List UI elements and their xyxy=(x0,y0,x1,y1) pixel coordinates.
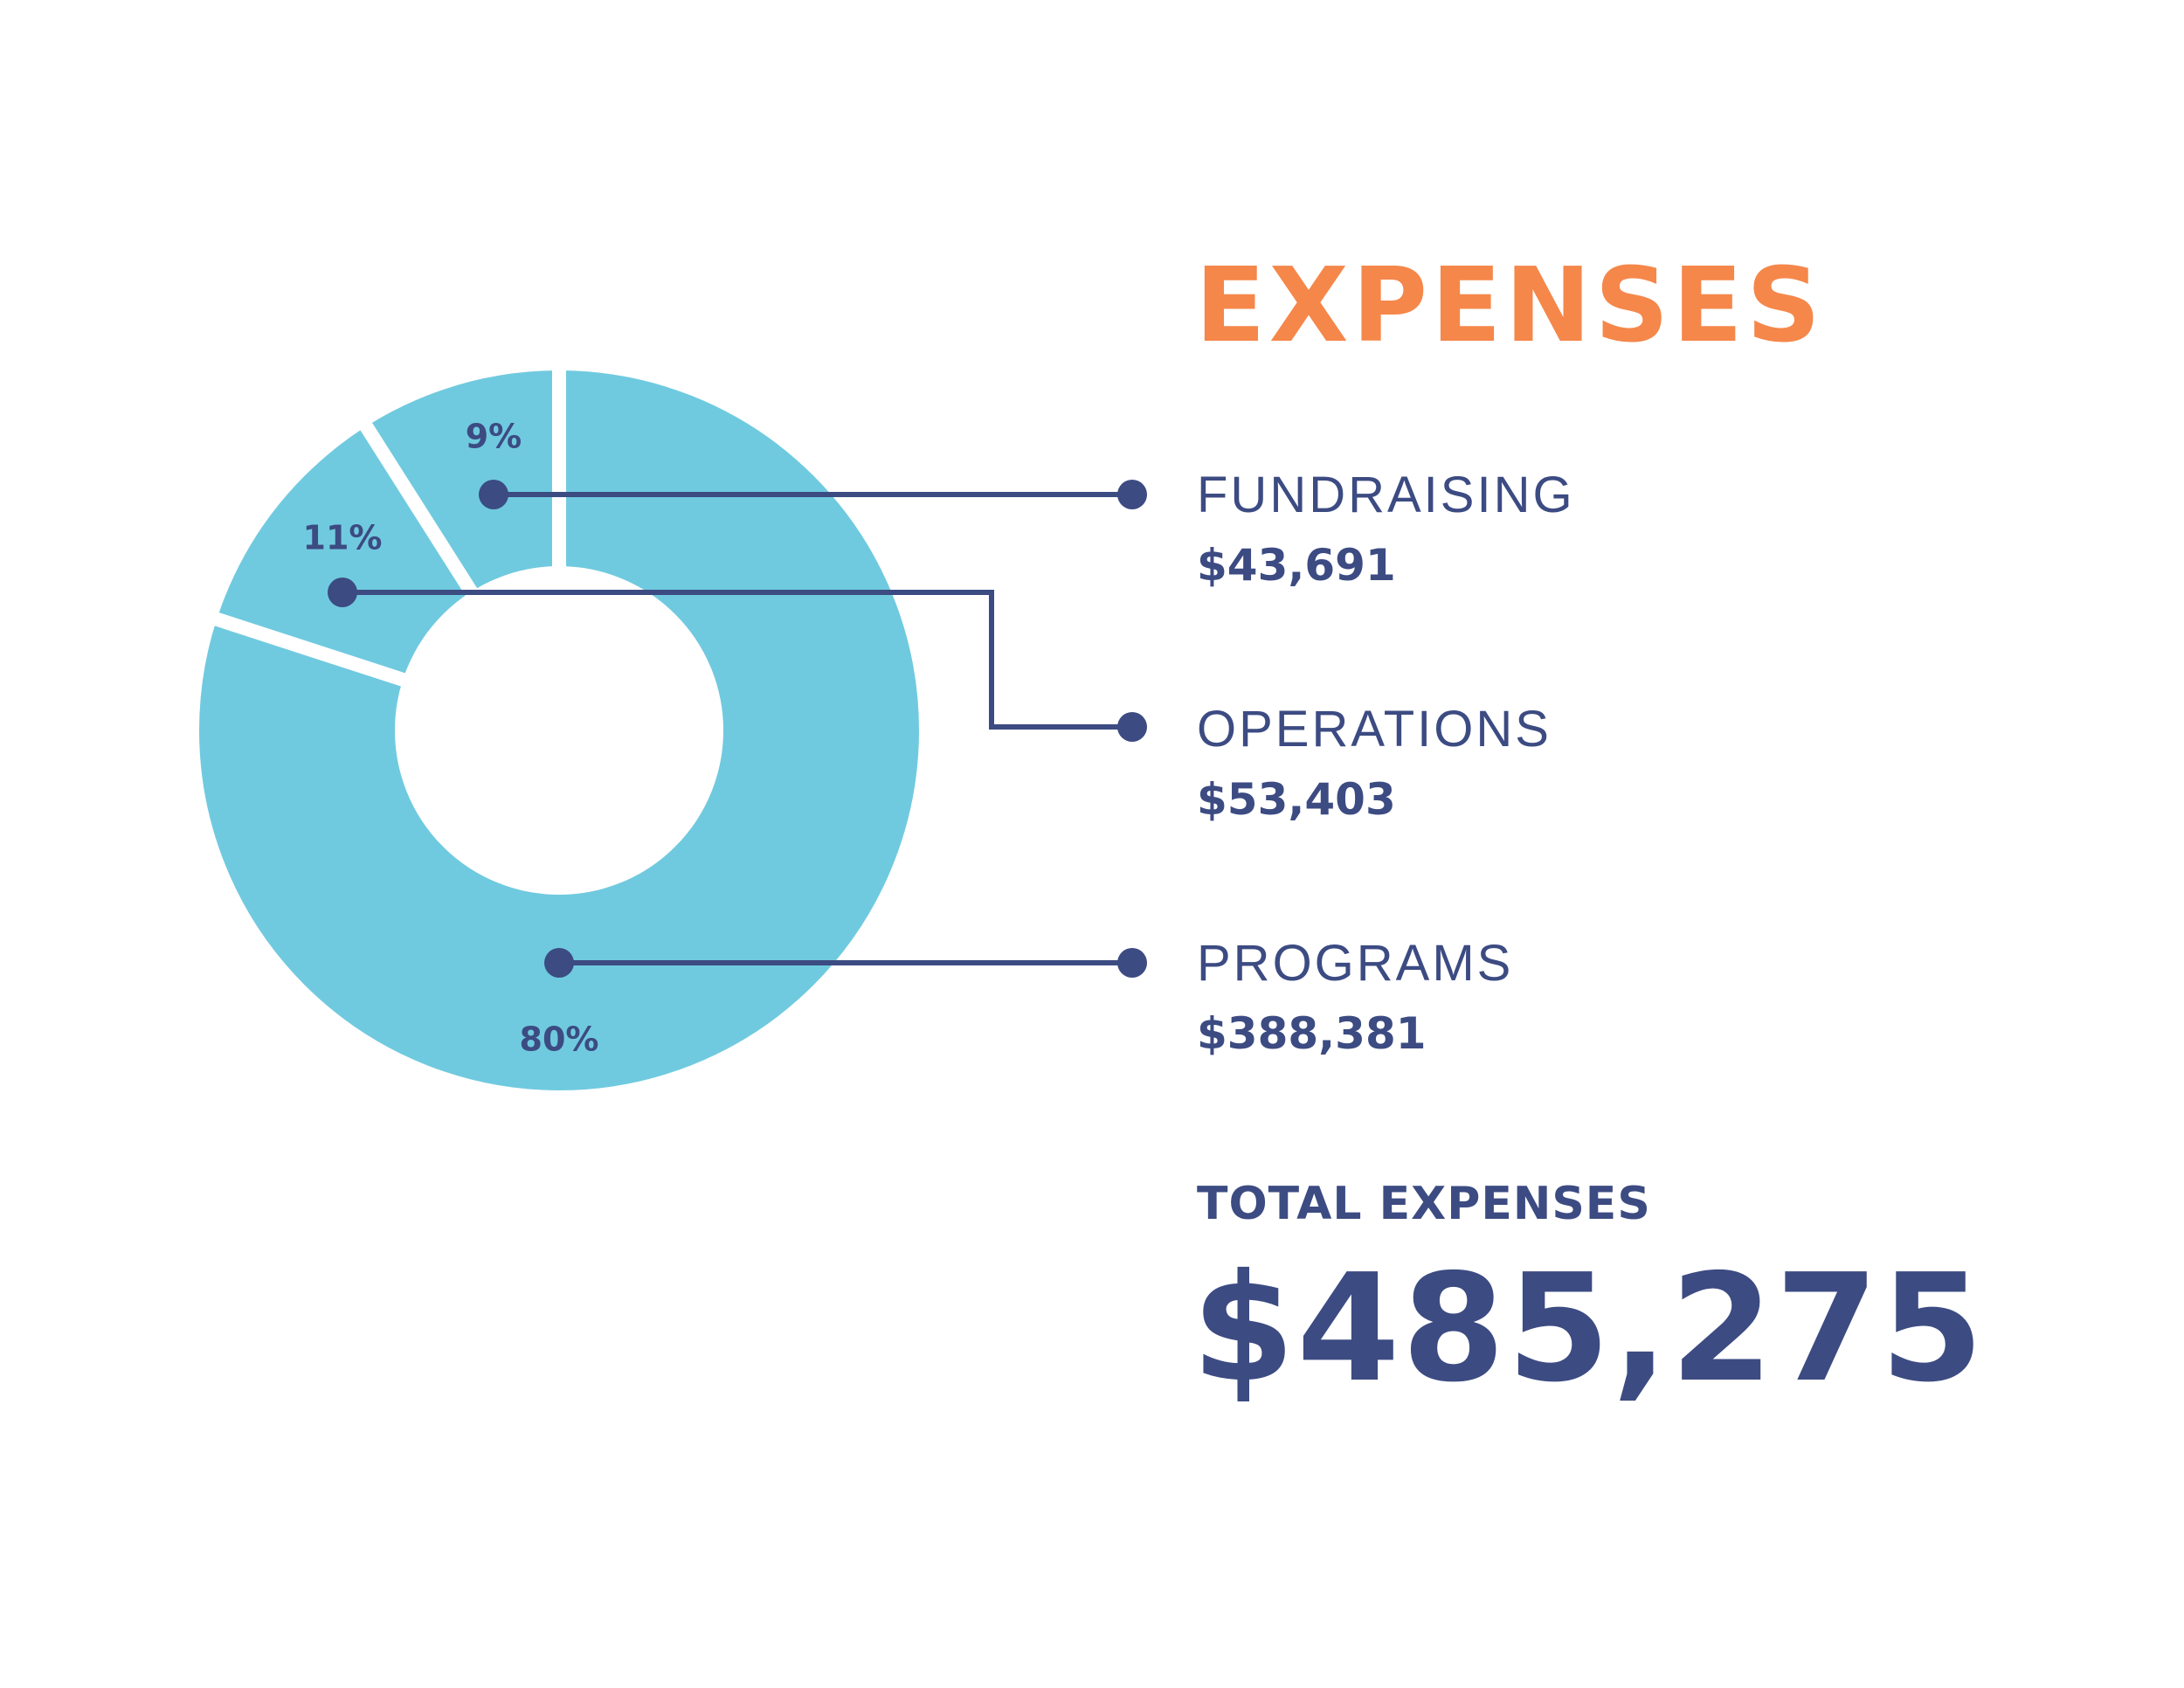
slice-separator-fundraising xyxy=(357,419,480,599)
percent-label-operations: 11% xyxy=(303,519,383,557)
legend-amount-programs: $388,381 xyxy=(1197,1008,1427,1059)
legend-name-operations: OPERATIONS xyxy=(1197,701,1552,758)
connector-dot-programs xyxy=(544,948,574,978)
legend-name-programs: PROGRAMS xyxy=(1197,935,1514,992)
connector-end-dot-fundraising xyxy=(1117,480,1147,509)
legend-amount-fundraising: $43,691 xyxy=(1197,540,1396,591)
connector-dot-fundraising xyxy=(479,480,508,509)
legend-name-fundraising: FUNDRAISING xyxy=(1197,467,1575,523)
percent-label-fundraising: 9% xyxy=(466,418,522,456)
connector-end-dot-operations xyxy=(1117,712,1147,742)
total-expenses-value: $485,275 xyxy=(1192,1242,1986,1415)
total-expenses-label: TOTAL EXPENSES xyxy=(1197,1178,1651,1230)
legend-amount-operations: $53,403 xyxy=(1197,774,1396,825)
chart-title: EXPENSES xyxy=(1195,245,1825,365)
slice-separator-operations xyxy=(210,611,410,688)
connector-dot-operations xyxy=(328,578,357,607)
connector-line-operations xyxy=(342,590,1132,730)
percent-label-programs: 80% xyxy=(520,1020,599,1059)
connector-end-dot-programs xyxy=(1117,948,1147,978)
